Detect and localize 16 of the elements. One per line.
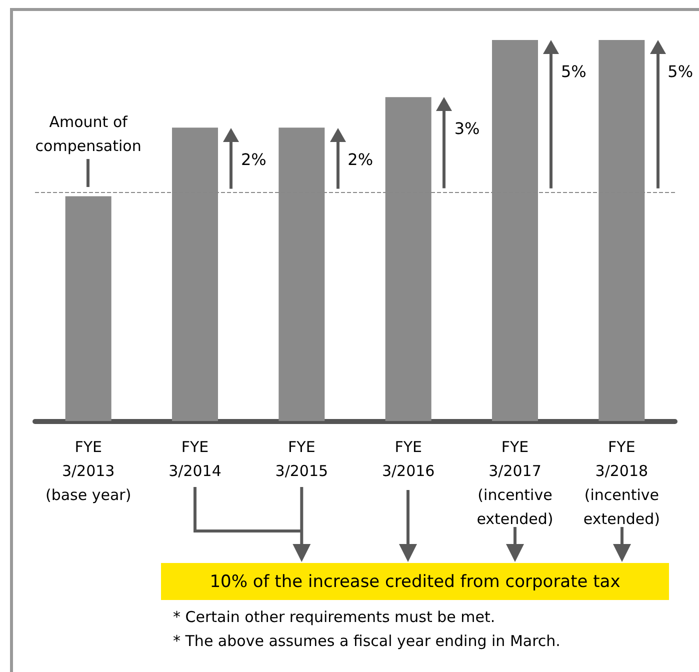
x-tick-label: FYE 3/2016 — [382, 438, 435, 480]
x-tick-label: FYE 3/2017 (incentive extended) — [476, 438, 554, 528]
x-tick-label: FYE 3/2015 — [275, 438, 328, 480]
annotation: 2% — [241, 150, 266, 169]
annotation: 2% — [348, 150, 374, 169]
annotation: 3% — [454, 119, 480, 138]
text: * The above assumes a fiscal year ending in March. — [173, 632, 560, 650]
annotation: Amount of compensation — [34, 112, 142, 158]
bar — [65, 196, 112, 421]
x-tick-label: FYE 3/2013 (base year) — [45, 438, 132, 504]
text: 10% of the increase credited from corporate tax — [161, 563, 669, 600]
text: * Certain other requirements must be met. — [173, 608, 496, 626]
x-tick-label: FYE 3/2014 — [168, 438, 222, 480]
annotation: 5% — [668, 62, 694, 81]
annotation: 5% — [561, 62, 586, 81]
x-tick-label: FYE 3/2018 (incentive extended) — [583, 438, 660, 528]
